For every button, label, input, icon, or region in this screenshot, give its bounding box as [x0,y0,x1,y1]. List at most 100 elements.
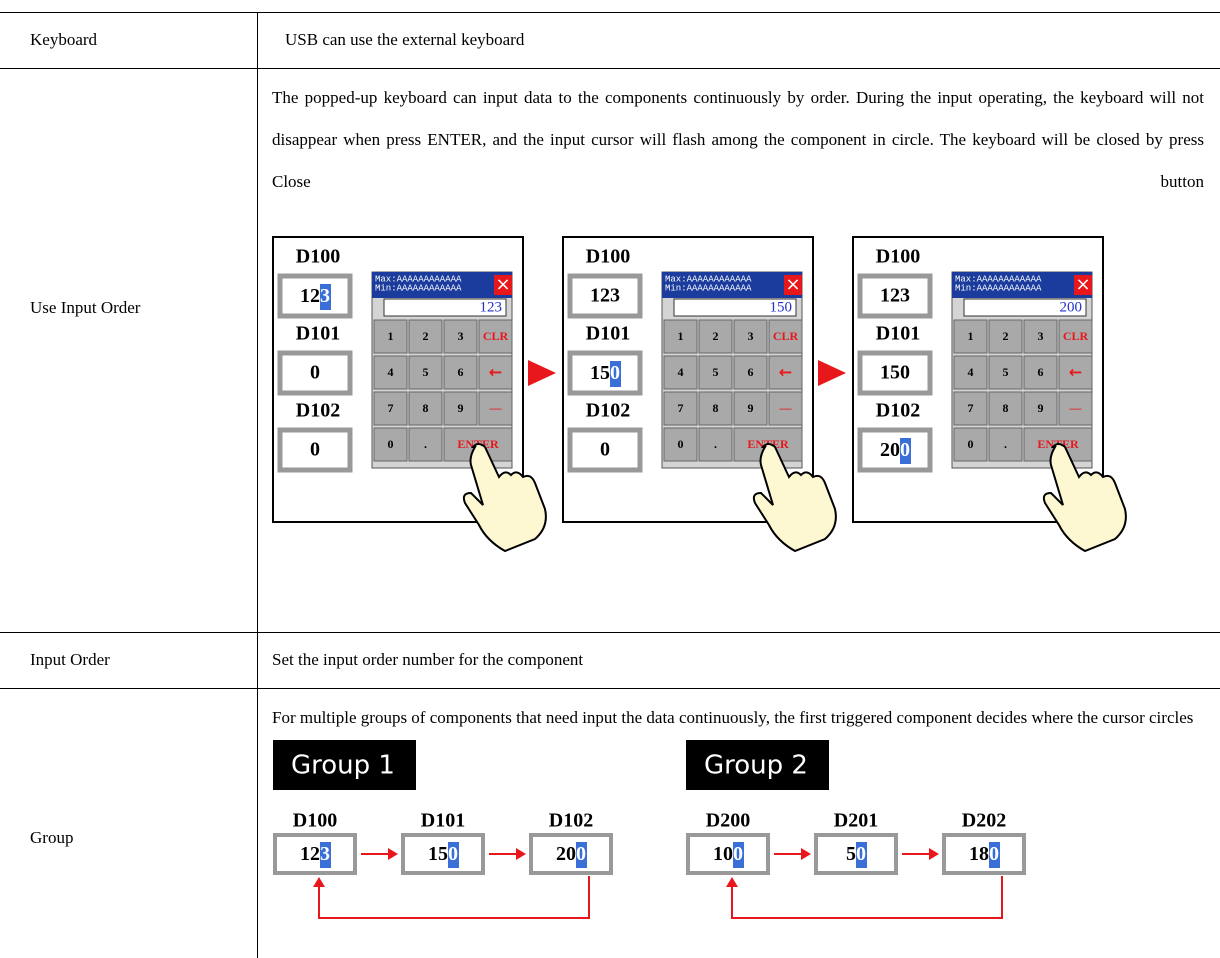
close-icon: × [495,274,510,295]
key [373,319,408,354]
field-box [529,833,613,875]
field-box [857,273,933,319]
value-text: 15 [428,843,448,865]
key [953,427,988,462]
column-divider [257,12,258,958]
key [1023,355,1058,390]
keypad-max: Max:AAAAAAAAAAAA [375,274,462,284]
cursor-digit: 0 [610,362,620,384]
key-label: — [1069,401,1083,415]
key-label: . [424,437,427,451]
key [733,391,768,426]
pointing-hand [752,443,837,553]
step-arrow [818,360,846,386]
cursor-highlight [320,842,331,868]
key-label: 5 [423,365,429,379]
cursor-highlight [733,842,744,868]
keypad-display-value: 200 [1060,299,1083,315]
field-box [857,427,933,473]
key-label: 1 [388,329,394,343]
field-box [942,833,1026,875]
cursor-highlight [856,842,867,868]
key [663,355,698,390]
row-description: For multiple groups of components that n… [272,708,1194,727]
close-button [494,275,512,295]
key [768,391,803,426]
close-button [1074,275,1092,295]
value-text: 10 [713,843,733,865]
key [443,355,478,390]
row-description: Set the input order number for the compo… [272,650,584,669]
key-label: ← [779,363,792,382]
field-value: 0 [310,439,320,461]
row-description: USB can use the external keyboard [285,30,525,49]
pointing-hand [1042,443,1127,553]
key-label: 3 [1038,329,1044,343]
key [663,391,698,426]
row-label: Input Order [30,650,110,669]
key [373,427,408,462]
field-name: D100 [293,810,337,832]
field-name: D200 [706,810,750,832]
cursor-digit: 0 [900,439,910,461]
keypad-min: Min:AAAAAAAAAAAA [955,283,1042,293]
arrow-head [313,877,325,887]
field-name: D100 [586,246,630,268]
field-value: 123 [880,285,910,307]
key [953,355,988,390]
field-name: D201 [834,810,878,832]
field-value: 200 [556,843,586,865]
row-description: The popped-up keyboard can input data to… [272,88,1204,191]
field-value: 100 [713,843,743,865]
field-box [273,833,357,875]
key-label: 7 [968,401,974,415]
key-label: 3 [458,329,464,343]
key-label: . [714,437,717,451]
key [1058,355,1093,390]
field-value: 0 [310,362,320,384]
field-name: D101 [296,323,340,345]
key [988,355,1023,390]
cursor-highlight [576,842,587,868]
key-label: — [489,401,503,415]
key-label: 9 [748,401,754,415]
key [478,391,513,426]
key-label: 8 [713,401,719,415]
field-name: D102 [586,400,630,422]
key [373,355,408,390]
keypad-min: Min:AAAAAAAAAAAA [375,283,462,293]
keypad-max: Max:AAAAAAAAAAAA [955,274,1042,284]
field-box [686,833,770,875]
cursor-digit: 0 [448,843,458,865]
cursor-digit: 0 [856,843,866,865]
field-value: 180 [969,843,999,865]
key-label: 4 [388,365,394,379]
key-label: CLR [1063,329,1089,343]
value-text: 18 [969,843,989,865]
field-value: 150 [590,362,620,384]
arrow-head [929,848,939,860]
value-text: 20 [556,843,576,865]
value-text: 15 [590,362,610,384]
row-label: Group [30,828,74,847]
value-text: 12 [300,285,320,307]
keypad-display [963,298,1087,317]
close-button [784,275,802,295]
arrow-head [516,848,526,860]
cursor-digit: 0 [576,843,586,865]
key [698,319,733,354]
key [373,391,408,426]
key-label: 7 [678,401,684,415]
close-icon: × [785,274,800,295]
keypad-display [383,298,507,317]
pointing-hand [462,443,547,553]
key [478,319,513,354]
field-box [401,833,485,875]
key-label: 9 [458,401,464,415]
key [478,355,513,390]
key-label: 1 [678,329,684,343]
key-label: CLR [483,329,509,343]
key [408,319,443,354]
